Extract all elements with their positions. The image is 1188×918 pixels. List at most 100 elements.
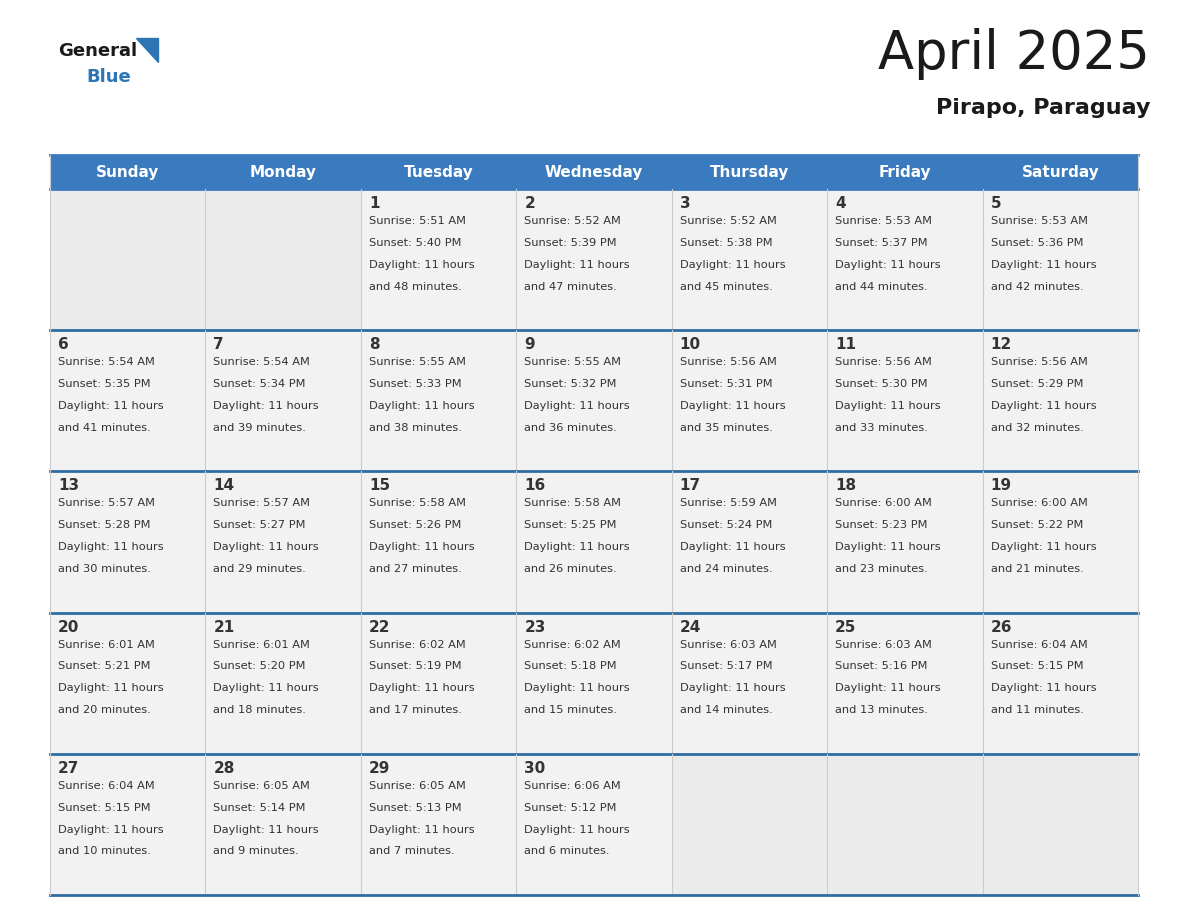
Text: and 33 minutes.: and 33 minutes. [835,423,928,433]
Bar [206,330,361,472]
Text: Sunday: Sunday [96,164,159,180]
Text: Daylight: 11 hours: Daylight: 11 hours [835,260,941,270]
Text: Blue: Blue [86,68,131,86]
Bar [361,155,517,189]
Text: Sunset: 5:33 PM: Sunset: 5:33 PM [368,379,461,389]
Text: Sunrise: 5:56 AM: Sunrise: 5:56 AM [991,357,1087,367]
Text: 15: 15 [368,478,390,493]
Text: Daylight: 11 hours: Daylight: 11 hours [680,543,785,552]
Text: Sunrise: 5:54 AM: Sunrise: 5:54 AM [214,357,310,367]
Bar [827,155,982,189]
Text: Sunrise: 6:03 AM: Sunrise: 6:03 AM [680,640,777,650]
Text: Sunset: 5:31 PM: Sunset: 5:31 PM [680,379,772,389]
Text: Sunset: 5:40 PM: Sunset: 5:40 PM [368,238,461,248]
Text: Sunrise: 5:58 AM: Sunrise: 5:58 AM [524,498,621,509]
Text: Sunrise: 6:01 AM: Sunrise: 6:01 AM [214,640,310,650]
Text: Sunset: 5:17 PM: Sunset: 5:17 PM [680,662,772,671]
Text: Daylight: 11 hours: Daylight: 11 hours [58,824,164,834]
Text: 14: 14 [214,478,234,493]
Text: Daylight: 11 hours: Daylight: 11 hours [835,543,941,552]
Text: and 45 minutes.: and 45 minutes. [680,282,772,292]
Text: and 32 minutes.: and 32 minutes. [991,423,1083,433]
Text: 26: 26 [991,620,1012,634]
Text: Sunset: 5:13 PM: Sunset: 5:13 PM [368,802,461,812]
Bar [671,612,827,754]
Text: and 36 minutes.: and 36 minutes. [524,423,617,433]
Bar [517,754,671,895]
Text: 1: 1 [368,196,379,211]
Text: and 38 minutes.: and 38 minutes. [368,423,462,433]
Text: Sunrise: 5:57 AM: Sunrise: 5:57 AM [58,498,154,509]
Text: 18: 18 [835,478,857,493]
Text: Sunrise: 5:52 AM: Sunrise: 5:52 AM [524,216,621,226]
Bar [206,155,361,189]
Text: Sunrise: 5:54 AM: Sunrise: 5:54 AM [58,357,154,367]
Text: and 14 minutes.: and 14 minutes. [680,705,772,715]
Text: Sunrise: 5:58 AM: Sunrise: 5:58 AM [368,498,466,509]
Text: 21: 21 [214,620,235,634]
Text: 22: 22 [368,620,391,634]
Bar [361,472,517,612]
Text: 28: 28 [214,761,235,776]
Text: Daylight: 11 hours: Daylight: 11 hours [368,260,474,270]
Text: Daylight: 11 hours: Daylight: 11 hours [214,543,320,552]
Text: and 27 minutes.: and 27 minutes. [368,564,462,574]
Text: Daylight: 11 hours: Daylight: 11 hours [991,543,1097,552]
Text: Sunset: 5:26 PM: Sunset: 5:26 PM [368,521,461,531]
Text: Sunrise: 5:55 AM: Sunrise: 5:55 AM [368,357,466,367]
Text: and 39 minutes.: and 39 minutes. [214,423,307,433]
Bar [517,472,671,612]
Text: and 26 minutes.: and 26 minutes. [524,564,617,574]
Text: Daylight: 11 hours: Daylight: 11 hours [58,543,164,552]
Text: Sunset: 5:36 PM: Sunset: 5:36 PM [991,238,1083,248]
Text: and 18 minutes.: and 18 minutes. [214,705,307,715]
Text: 4: 4 [835,196,846,211]
Text: Saturday: Saturday [1022,164,1099,180]
Text: and 17 minutes.: and 17 minutes. [368,705,462,715]
Text: 20: 20 [58,620,80,634]
Text: and 44 minutes.: and 44 minutes. [835,282,928,292]
Bar [517,330,671,472]
Text: Daylight: 11 hours: Daylight: 11 hours [58,401,164,411]
Bar [50,155,206,189]
Text: Sunrise: 6:04 AM: Sunrise: 6:04 AM [58,781,154,790]
Text: Sunrise: 5:52 AM: Sunrise: 5:52 AM [680,216,777,226]
Bar [827,472,982,612]
Text: and 35 minutes.: and 35 minutes. [680,423,772,433]
Text: Sunset: 5:21 PM: Sunset: 5:21 PM [58,662,151,671]
Text: 30: 30 [524,761,545,776]
Text: and 29 minutes.: and 29 minutes. [214,564,307,574]
Text: Sunrise: 5:56 AM: Sunrise: 5:56 AM [680,357,777,367]
Text: Sunset: 5:23 PM: Sunset: 5:23 PM [835,521,928,531]
Text: Sunset: 5:39 PM: Sunset: 5:39 PM [524,238,617,248]
Text: 19: 19 [991,478,1012,493]
Text: Pirapo, Paraguay: Pirapo, Paraguay [935,98,1150,118]
Text: 16: 16 [524,478,545,493]
Bar [671,189,827,330]
Text: and 47 minutes.: and 47 minutes. [524,282,617,292]
Text: Thursday: Thursday [709,164,789,180]
Text: and 10 minutes.: and 10 minutes. [58,846,151,856]
Bar [361,754,517,895]
Bar [361,612,517,754]
Bar [206,754,361,895]
Text: and 24 minutes.: and 24 minutes. [680,564,772,574]
Text: Daylight: 11 hours: Daylight: 11 hours [524,683,630,693]
Text: Sunrise: 5:59 AM: Sunrise: 5:59 AM [680,498,777,509]
Text: Daylight: 11 hours: Daylight: 11 hours [991,260,1097,270]
Text: Sunrise: 6:05 AM: Sunrise: 6:05 AM [368,781,466,790]
Text: Sunset: 5:35 PM: Sunset: 5:35 PM [58,379,151,389]
Text: Daylight: 11 hours: Daylight: 11 hours [368,401,474,411]
Text: 2: 2 [524,196,535,211]
Bar [361,189,517,330]
Text: Sunset: 5:19 PM: Sunset: 5:19 PM [368,662,461,671]
Text: Sunrise: 5:55 AM: Sunrise: 5:55 AM [524,357,621,367]
Bar [206,612,361,754]
Text: Wednesday: Wednesday [545,164,643,180]
Text: 5: 5 [991,196,1001,211]
Text: Sunset: 5:34 PM: Sunset: 5:34 PM [214,379,307,389]
Text: and 21 minutes.: and 21 minutes. [991,564,1083,574]
Text: Sunset: 5:15 PM: Sunset: 5:15 PM [58,802,151,812]
Bar [671,330,827,472]
Text: 23: 23 [524,620,545,634]
